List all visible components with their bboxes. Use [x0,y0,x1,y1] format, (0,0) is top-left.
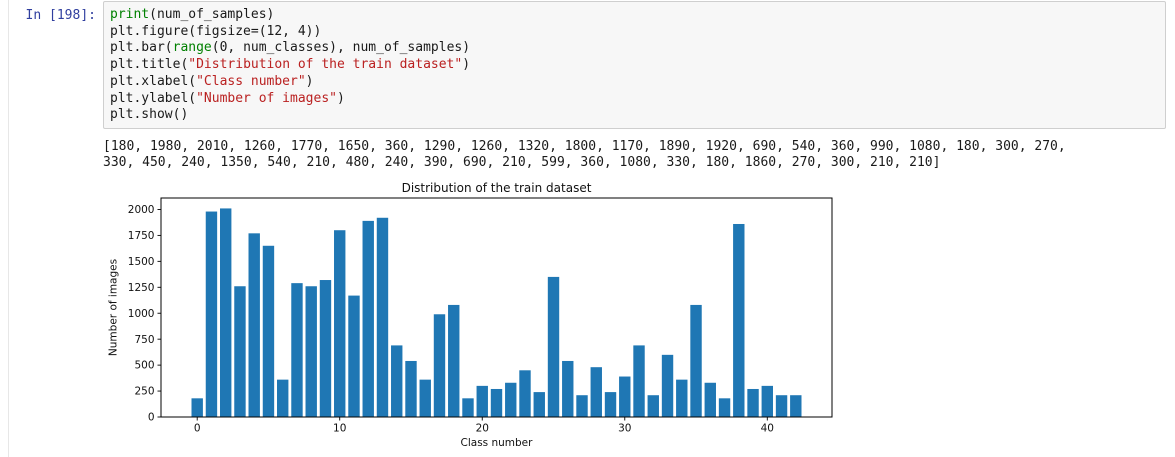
chart-bar [376,217,389,417]
chart-bar [319,280,332,417]
code-token: plt.bar( [110,40,173,56]
code-token: plt.ylabel( [110,90,197,106]
cell-input-prompt: In [198]: [25,8,96,23]
chart-bar [562,360,574,417]
chart-bar [262,245,275,417]
y-axis-tick-label: 250 [134,386,154,398]
output-line: [180, 1980, 2010, 1260, 1770, 1650, 360,… [103,139,1066,154]
x-axis-tick-label: 20 [476,423,489,435]
cell-output-stream: [180, 1980, 2010, 1260, 1770, 1650, 360,… [103,139,1066,170]
axes-frame [160,197,833,418]
y-axis-tick-label: 2000 [128,204,155,216]
code-token: plt.show() [110,107,189,123]
code-token: "Number of images" [196,90,337,106]
x-axis-label: Class number [461,437,534,449]
code-token: print [110,7,150,22]
chart-bar [462,398,474,417]
chart-bar [391,345,403,417]
y-axis-tick-label: 1000 [128,308,155,320]
chart-bar [590,367,602,417]
code-token: ) [462,57,471,73]
x-axis-tick-label: 30 [618,423,631,435]
code-token: plt.xlabel( [110,73,197,89]
chart-bar [604,392,617,417]
chart-bar [533,392,545,417]
chart-bar [761,385,773,417]
chart-bar [733,223,745,417]
code-line: plt.title("Distribution of the train dat… [110,57,1159,74]
chart-title: Distribution of the train dataset [402,181,592,195]
chart-bar [690,304,702,417]
code-line: plt.figure(figsize=(12, 4)) [110,24,1159,41]
chart-bar [248,233,260,417]
code-token: "Distribution of the train dataset" [188,57,463,73]
chart-bar [704,382,716,417]
chart-bar [277,379,289,417]
code-line: plt.bar(range(0, num_classes), num_of_sa… [110,40,1159,57]
chart-bar [633,345,645,417]
chart-bar [476,385,488,417]
distribution-bar-chart: 0 250 500 750 1000 1250 1500 1750 2000 0 10 20 30 40 D… [108,181,833,449]
y-axis-tick-label: 500 [134,360,154,372]
chart-bar [362,220,374,417]
chart-bar [419,379,431,417]
chart-bar [718,398,731,417]
x-axis-tick-label: 10 [333,423,346,435]
chart-bar [220,208,232,417]
chart-bar [505,382,517,417]
chart-bar [547,276,560,417]
chart-bar [205,211,218,417]
x-axis-tick-label: 0 [194,423,201,435]
code-token: plt.title( [110,57,189,73]
chart-bar [661,354,674,417]
code-cell-editor[interactable]: print(num_of_samples) plt.figure(figsize… [103,1,1166,129]
chart-bar [405,360,417,417]
y-axis-tick-label: 0 [148,412,155,424]
chart-bar [191,398,203,417]
chart-bar [576,395,588,417]
chart-bar [234,286,246,417]
chart-bar [348,295,360,417]
code-token: ) [336,90,345,106]
chart-bar [676,379,688,417]
chart-bar [448,304,460,417]
code-token: range [172,40,212,56]
chart-bar [519,370,531,417]
matplotlib-figure: 0 250 500 750 1000 1250 1500 1750 2000 0 10 20 30 40 D… [103,180,848,452]
x-axis-tick-label: 40 [761,423,774,435]
output-line: 330, 450, 240, 1350, 540, 210, 480, 240,… [103,154,941,170]
code-line: print(num_of_samples) [110,7,1159,24]
chart-bar [747,388,759,417]
y-axis-tick-label: 750 [134,334,154,346]
y-axis-tick-label: 1750 [128,230,155,242]
y-axis-tick-label: 1250 [128,282,155,294]
code-line: plt.show() [110,107,1159,124]
chart-bar [433,314,446,417]
chart-bar [291,283,303,417]
code-token: "Class number" [196,73,306,89]
code-line: plt.xlabel("Class number") [110,74,1159,91]
chart-bar [305,286,317,417]
chart-bar [619,376,631,417]
code-token: (num_of_samples) [149,7,275,22]
y-axis-label: Number of images [108,259,120,356]
code-token: plt.figure(figsize=(12, 4)) [110,23,322,39]
chart-bar [790,395,802,417]
code-token: (0, num_classes), num_of_samples) [211,40,471,56]
chart-bar [775,395,788,417]
chart-bar [490,388,503,417]
chart-bar [334,230,346,417]
notebook-left-edge [8,0,9,457]
y-axis-tick-label: 1500 [128,256,155,268]
code-line: plt.ylabel("Number of images") [110,91,1159,108]
code-token: ) [305,73,314,89]
chart-bar [647,395,659,417]
